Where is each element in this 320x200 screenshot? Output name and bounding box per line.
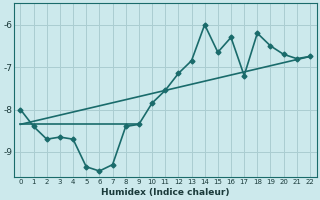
X-axis label: Humidex (Indice chaleur): Humidex (Indice chaleur) <box>101 188 229 197</box>
